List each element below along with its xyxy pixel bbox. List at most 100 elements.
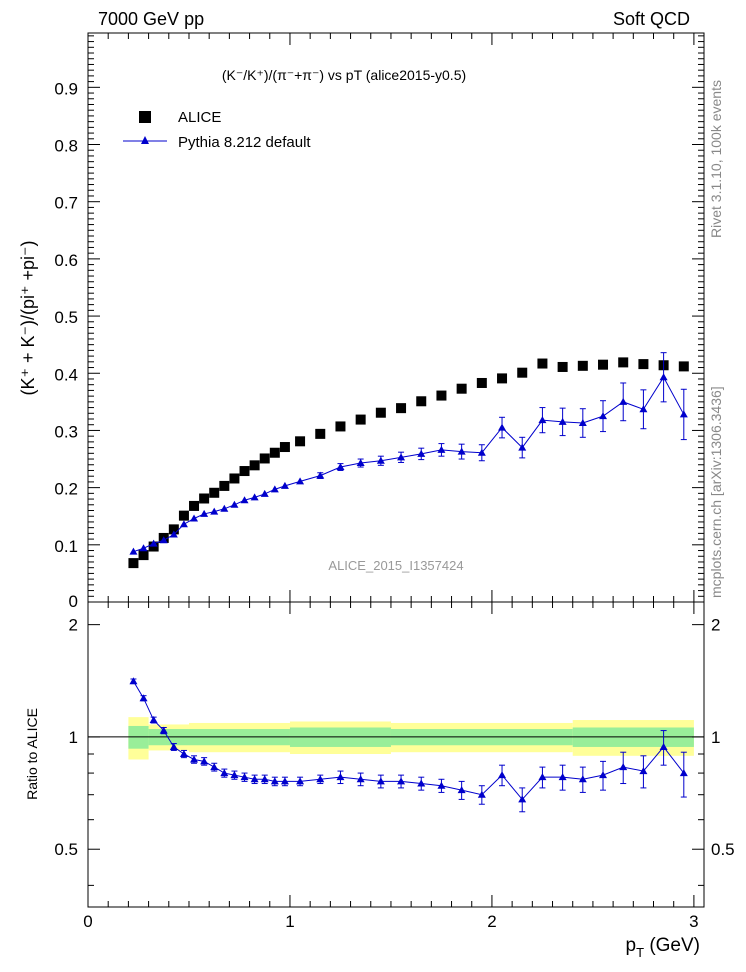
ratio-point	[397, 777, 406, 785]
alice-point	[497, 373, 508, 384]
watermark: ALICE_2015_I1357424	[328, 558, 463, 573]
ratio-point	[230, 771, 239, 779]
ratio-point	[659, 742, 668, 750]
y-tick-label: 0.1	[54, 537, 78, 556]
pythia-point	[270, 485, 279, 493]
ratio-point	[129, 677, 138, 685]
x-tick-label: 2	[487, 912, 496, 931]
ratio-point	[270, 777, 279, 785]
pythia-point	[336, 463, 345, 471]
ratio-point	[260, 775, 269, 783]
alice-point	[416, 396, 427, 407]
alice-point	[638, 359, 649, 370]
alice-point	[537, 358, 548, 369]
pythia-point	[437, 445, 446, 453]
ratio-point	[417, 779, 426, 787]
alice-point	[189, 500, 200, 511]
x-tick-labels: 0 1 2 3	[83, 912, 698, 931]
pythia-point	[200, 509, 209, 517]
ratio-point	[336, 773, 345, 781]
pythia-point	[250, 493, 259, 501]
pythia-point	[376, 456, 385, 464]
pythia-point	[498, 423, 507, 431]
alice-point	[557, 361, 568, 372]
y-axis-label: (K⁺ + K⁻)/(pi⁺ +pi⁻)	[18, 240, 38, 395]
alice-point	[476, 377, 487, 388]
alice-point	[279, 442, 290, 453]
ratio-point	[679, 769, 688, 777]
alice-point	[598, 359, 609, 370]
main-axis-ticks: 0.1 0.2 0.3 0.4 0.5 0.6 0.7 0.8 0.9 0	[54, 33, 704, 611]
ratio-point	[240, 773, 249, 781]
alice-point	[259, 453, 270, 464]
alice-point	[456, 383, 467, 394]
pythia-point	[659, 373, 668, 381]
main-data-layer	[128, 352, 689, 569]
alice-point	[295, 436, 306, 447]
rivet-label: Rivet 3.1.10, 100k events	[708, 80, 724, 238]
pythia-point	[639, 405, 648, 413]
ratio-point	[179, 749, 188, 757]
pythia-point	[397, 453, 406, 461]
pythia-point	[578, 419, 587, 427]
legend-pythia-marker	[141, 136, 149, 144]
y-tick-label: 0.4	[54, 365, 78, 384]
alice-point	[239, 466, 250, 477]
ratio-data-layer	[129, 677, 688, 813]
pythia-point	[457, 447, 466, 455]
ratio-point	[538, 773, 547, 781]
pythia-point	[159, 536, 168, 544]
main-panel: 0.1 0.2 0.3 0.4 0.5 0.6 0.7 0.8 0.9 0 (K⁻/K⁺)/(π⁻…	[18, 32, 705, 611]
ratio-tick-label-right: 2	[711, 616, 720, 635]
y-tick-label: 0.6	[54, 251, 78, 270]
alice-point	[355, 414, 366, 425]
ratio-tick-label-left: 1	[69, 728, 78, 747]
pythia-point	[129, 547, 138, 555]
ratio-point	[139, 694, 148, 702]
pythia-point	[149, 539, 158, 547]
pythia-point	[679, 410, 688, 418]
ratio-point	[578, 775, 587, 783]
pythia-point	[518, 443, 527, 451]
alice-point	[678, 361, 689, 372]
pythia-point	[179, 520, 188, 528]
x-tick-label: 1	[285, 912, 294, 931]
ratio-point	[518, 795, 527, 803]
alice-point	[178, 510, 189, 521]
ratio-point	[498, 771, 507, 779]
header-left: 7000 GeV pp	[98, 9, 204, 29]
y-tick-label-zero: 0	[69, 592, 78, 611]
pythia-point	[260, 489, 269, 497]
y-tick-label: 0.5	[54, 308, 78, 327]
ratio-point	[250, 775, 259, 783]
ratio-point	[200, 757, 209, 765]
alice-point	[199, 493, 210, 504]
alice-point	[375, 407, 386, 418]
alice-point	[168, 524, 179, 535]
pythia-point	[296, 477, 305, 485]
alice-point	[219, 480, 230, 491]
x-tick-label: 3	[689, 912, 698, 931]
alice-point	[618, 357, 629, 368]
ratio-frame	[87, 601, 705, 908]
alice-point	[436, 390, 447, 401]
y-tick-label: 0.9	[54, 79, 78, 98]
ratio-panel: 0.5 0.5 1 1 2 2 Ratio to ALICE	[24, 601, 735, 908]
y-tick-label: 0.2	[54, 480, 78, 499]
ratio-point	[316, 775, 325, 783]
pythia-point	[477, 448, 486, 456]
pythia-point	[220, 504, 229, 512]
alice-point	[517, 367, 528, 378]
pythia-point	[230, 500, 239, 508]
pythia-point	[558, 417, 567, 425]
legend: ALICE Pythia 8.212 default	[123, 109, 311, 151]
alice-point	[128, 558, 139, 569]
header-right: Soft QCD	[613, 9, 690, 29]
legend-alice-marker	[139, 111, 151, 123]
alice-point	[396, 403, 407, 414]
ratio-point	[296, 777, 305, 785]
ratio-axis-ticks: 0.5 0.5 1 1 2 2	[54, 602, 735, 907]
pythia-point	[280, 481, 289, 489]
y-tick-label: 0.3	[54, 422, 78, 441]
pythia-point	[240, 496, 249, 504]
